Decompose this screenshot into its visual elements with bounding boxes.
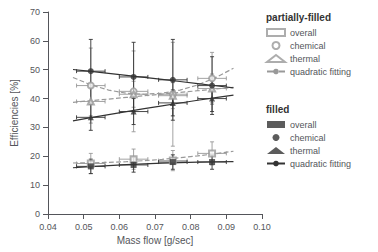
svg-text:quadratic fitting: quadratic fitting — [290, 67, 351, 77]
svg-text:0.04: 0.04 — [39, 222, 57, 232]
svg-text:10: 10 — [30, 180, 40, 190]
svg-text:quadratic fitting: quadratic fitting — [290, 159, 351, 169]
svg-text:20: 20 — [30, 151, 40, 161]
svg-text:0: 0 — [35, 209, 40, 219]
svg-text:0.07: 0.07 — [146, 222, 164, 232]
svg-text:0.05: 0.05 — [75, 222, 93, 232]
svg-text:0.08: 0.08 — [182, 222, 200, 232]
svg-text:Efficiencies [%]: Efficiencies [%] — [9, 79, 20, 147]
svg-text:0.09: 0.09 — [218, 222, 236, 232]
svg-text:overall: overall — [290, 120, 317, 130]
svg-text:thermal: thermal — [290, 54, 320, 64]
svg-text:partially-filled: partially-filled — [266, 12, 331, 23]
svg-text:overall: overall — [290, 28, 317, 38]
svg-text:30: 30 — [30, 122, 40, 132]
svg-text:chemical: chemical — [290, 41, 326, 51]
svg-text:40: 40 — [30, 94, 40, 104]
svg-text:thermal: thermal — [290, 146, 320, 156]
svg-text:60: 60 — [30, 36, 40, 46]
svg-text:chemical: chemical — [290, 133, 326, 143]
svg-text:0.06: 0.06 — [111, 222, 129, 232]
svg-text:0.10: 0.10 — [253, 222, 271, 232]
svg-text:filled: filled — [266, 104, 289, 115]
svg-text:Mass flow [g/sec]: Mass flow [g/sec] — [117, 235, 194, 246]
svg-text:50: 50 — [30, 65, 40, 75]
svg-text:70: 70 — [30, 7, 40, 17]
